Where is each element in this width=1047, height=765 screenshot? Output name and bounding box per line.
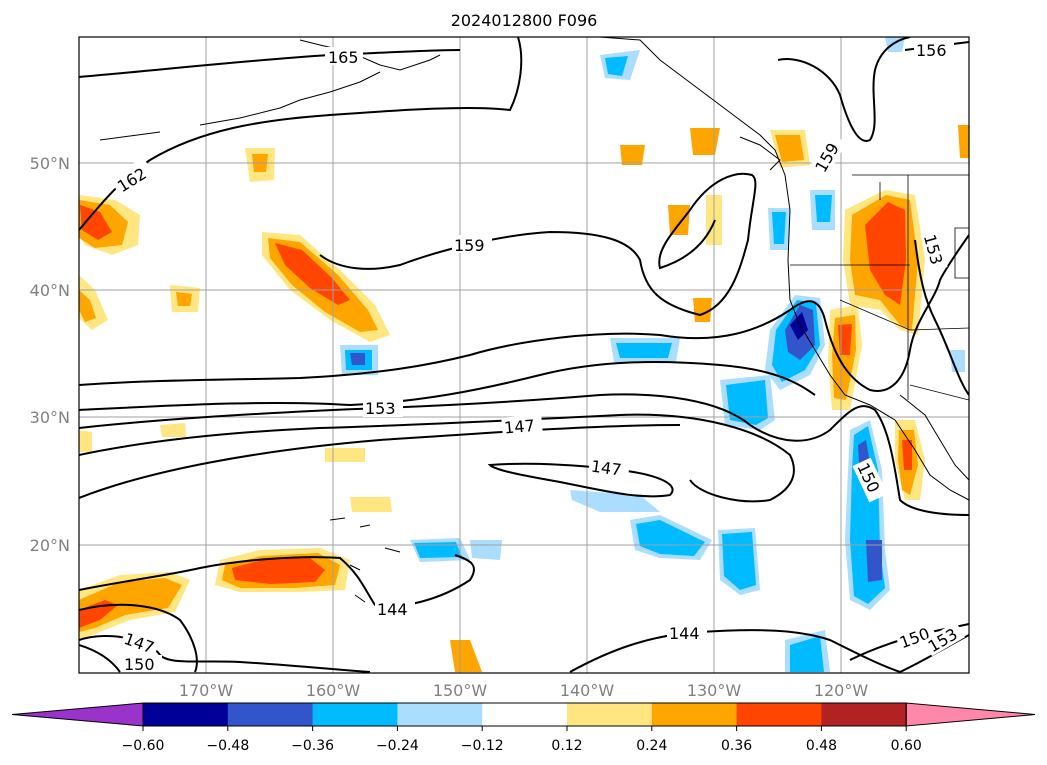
lon-tick: 140°W (560, 681, 615, 700)
map-title: 2024012800 F096 (451, 11, 598, 30)
cold-patch (350, 353, 365, 365)
colorbar-tick-label: 0.24 (636, 738, 667, 754)
map-panel: 165 162 159 159 156 153 153 150 150 153 (78, 36, 970, 674)
warm-patch (79, 290, 96, 322)
cold-patch (722, 532, 756, 590)
warm-patch (176, 292, 192, 306)
warm-patch (350, 497, 392, 512)
colorbar-segment (651, 703, 738, 726)
contour-144 (79, 554, 475, 608)
contour-label: 165 (328, 48, 359, 67)
colorbar-tick-label: 0.12 (551, 738, 582, 754)
lon-tick: 150°W (433, 681, 488, 700)
contour-150a (79, 393, 969, 516)
cold-patch (726, 380, 768, 425)
contour-153 (79, 361, 816, 411)
warm-patch (325, 448, 365, 462)
contour-150 (79, 424, 681, 499)
contour-west-left (79, 644, 121, 673)
colorbar-segment (312, 703, 398, 726)
warm-patch (865, 202, 906, 305)
lat-tick: 50°N (30, 154, 70, 173)
warm-patch (902, 440, 912, 470)
lon-tick-labels: 170°W 160°W 150°W 140°W 130°W 120°W (179, 681, 869, 700)
contour-147 (79, 413, 795, 503)
lon-tick: 120°W (814, 681, 869, 700)
warm-patch (668, 205, 690, 235)
cold-patch (414, 542, 462, 558)
colorbar-segment (482, 703, 568, 726)
cold-patch (950, 350, 965, 372)
cold-patch (470, 540, 502, 560)
contour-label: 144 (377, 600, 408, 619)
colorbar-tick-label: −0.12 (461, 738, 504, 754)
warm-patch (79, 430, 92, 452)
colorbar-tick-label: 0.36 (721, 738, 752, 754)
contour-153-right (914, 239, 969, 396)
warm-patch (80, 205, 112, 240)
warm-patch (693, 298, 712, 322)
lat-tick: 20°N (30, 536, 70, 555)
colorbar-tick-label: −0.36 (291, 738, 334, 754)
lon-tick: 170°W (179, 681, 234, 700)
colorbar-frame (142, 702, 907, 727)
warm-patch (958, 125, 969, 158)
cold-patch (815, 195, 832, 222)
lon-tick: 130°W (687, 681, 742, 700)
contour-label: 150 (124, 655, 155, 674)
contour-150d (849, 623, 969, 661)
colorbar-tick-label: −0.48 (206, 738, 249, 754)
colorbar-segment (143, 703, 229, 726)
contour-label: 147 (503, 416, 535, 438)
contour-label: 159 (454, 236, 485, 255)
contour-label: 147 (590, 457, 623, 480)
colorbar-tick-label: −0.60 (122, 738, 165, 754)
shaded-fields (79, 37, 969, 672)
colorbar-segment (397, 703, 483, 726)
colorbar-segment (821, 703, 907, 726)
cold-patch (636, 520, 705, 556)
colorbar-tick-label: 0.60 (891, 738, 922, 754)
colorbar-segment (736, 703, 822, 726)
warm-patch (232, 558, 325, 584)
warm-patch (620, 145, 645, 165)
colorbar-segment (227, 703, 314, 726)
colorbar-extend-high (905, 702, 1036, 727)
cold-patch (790, 312, 808, 340)
contour-159b (777, 37, 911, 142)
contour-label: 153 (365, 399, 396, 418)
contour-147b (487, 462, 674, 498)
contour-label: 156 (916, 41, 947, 60)
warm-patch (838, 324, 852, 355)
cold-patch (866, 540, 882, 582)
cold-patch (605, 56, 628, 76)
warm-patch (160, 423, 186, 437)
cold-patch (616, 343, 672, 358)
contour-label: 144 (669, 624, 700, 643)
cold-patch (772, 212, 786, 244)
lat-tick: 40°N (30, 281, 70, 300)
cold-patch (790, 636, 824, 672)
map-frame (78, 36, 970, 674)
contour-153-north (79, 234, 969, 392)
lon-tick: 160°W (306, 681, 361, 700)
lat-tick: 30°N (30, 408, 70, 427)
colorbar: −0.60 −0.48 −0.36 −0.24 −0.12 0.12 0.24 0.36 0.4… (11, 702, 1036, 754)
warm-patch (690, 128, 720, 155)
contour-165 (79, 49, 461, 78)
colorbar-tick-label: 0.48 (806, 738, 837, 754)
coastlines (99, 37, 969, 603)
lat-tick-labels: 50°N 40°N 30°N 20°N (30, 154, 70, 555)
colorbar-extend-low (11, 702, 144, 727)
colorbar-tick-label: −0.24 (376, 738, 419, 754)
warm-patch (775, 135, 804, 162)
contour-147c (79, 603, 198, 673)
warm-patch (450, 640, 482, 672)
colorbar-segment (567, 703, 653, 726)
